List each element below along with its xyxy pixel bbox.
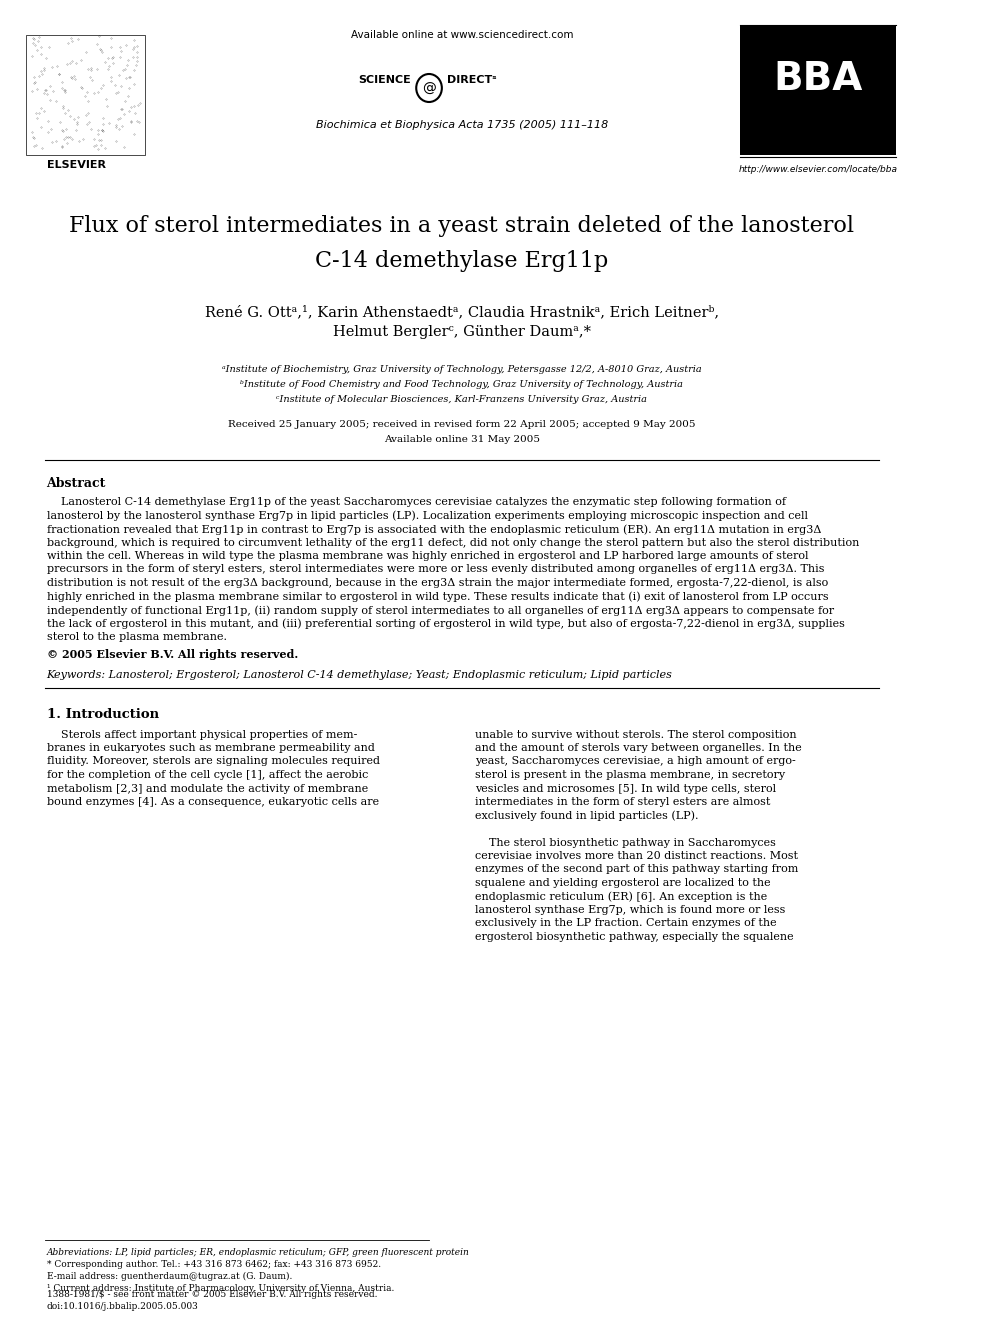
Text: Abstract: Abstract <box>47 478 106 490</box>
Text: Received 25 January 2005; received in revised form 22 April 2005; accepted 9 May: Received 25 January 2005; received in re… <box>228 419 695 429</box>
Text: Available online at www.sciencedirect.com: Available online at www.sciencedirect.co… <box>351 30 573 40</box>
Text: intermediates in the form of steryl esters are almost: intermediates in the form of steryl este… <box>475 796 770 807</box>
Text: @: @ <box>423 82 435 97</box>
Text: http://www.elsevier.com/locate/bba: http://www.elsevier.com/locate/bba <box>738 165 898 175</box>
Text: the lack of ergosterol in this mutant, and (iii) preferential sorting of ergoste: the lack of ergosterol in this mutant, a… <box>47 618 844 628</box>
Bar <box>27 34 146 155</box>
Text: independently of functional Erg11p, (ii) random supply of sterol intermediates t: independently of functional Erg11p, (ii)… <box>47 605 833 615</box>
Text: Sterols affect important physical properties of mem-: Sterols affect important physical proper… <box>47 729 357 740</box>
Text: Available online 31 May 2005: Available online 31 May 2005 <box>384 435 540 445</box>
Text: E-mail address: guentherdaum@tugraz.at (G. Daum).: E-mail address: guentherdaum@tugraz.at (… <box>47 1271 292 1281</box>
Text: unable to survive without sterols. The sterol composition: unable to survive without sterols. The s… <box>475 729 797 740</box>
Text: * Corresponding author. Tel.: +43 316 873 6462; fax: +43 316 873 6952.: * Corresponding author. Tel.: +43 316 87… <box>47 1259 381 1269</box>
Text: lanosterol synthase Erg7p, which is found more or less: lanosterol synthase Erg7p, which is foun… <box>475 905 786 916</box>
Text: fluidity. Moreover, sterols are signaling molecules required: fluidity. Moreover, sterols are signalin… <box>47 757 380 766</box>
Text: metabolism [2,3] and modulate the activity of membrane: metabolism [2,3] and modulate the activi… <box>47 783 368 794</box>
Text: enzymes of the second part of this pathway starting from: enzymes of the second part of this pathw… <box>475 864 799 875</box>
Text: precursors in the form of steryl esters, sterol intermediates were more or less : precursors in the form of steryl esters,… <box>47 565 824 574</box>
Text: branes in eukaryotes such as membrane permeability and: branes in eukaryotes such as membrane pe… <box>47 744 374 753</box>
Text: ELSEVIER: ELSEVIER <box>48 160 106 169</box>
Text: for the completion of the cell cycle [1], affect the aerobic: for the completion of the cell cycle [1]… <box>47 770 368 781</box>
Text: within the cell. Whereas in wild type the plasma membrane was highly enriched in: within the cell. Whereas in wild type th… <box>47 550 808 561</box>
Text: exclusively in the LP fraction. Certain enzymes of the: exclusively in the LP fraction. Certain … <box>475 918 777 929</box>
Text: René G. Ottᵃ,¹, Karin Athenstaedtᵃ, Claudia Hrastnikᵃ, Erich Leitnerᵇ,: René G. Ottᵃ,¹, Karin Athenstaedtᵃ, Clau… <box>205 306 719 319</box>
Text: DIRECTˢ: DIRECTˢ <box>447 75 497 85</box>
Text: Keywords: Lanosterol; Ergosterol; Lanosterol C-14 demethylase; Yeast; Endoplasmi: Keywords: Lanosterol; Ergosterol; Lanost… <box>47 669 673 680</box>
Text: yeast, Saccharomyces cerevisiae, a high amount of ergo-: yeast, Saccharomyces cerevisiae, a high … <box>475 757 796 766</box>
Text: ᵇInstitute of Food Chemistry and Food Technology, Graz University of Technology,: ᵇInstitute of Food Chemistry and Food Te… <box>240 380 683 389</box>
Text: ᶜInstitute of Molecular Biosciences, Karl-Franzens University Graz, Austria: ᶜInstitute of Molecular Biosciences, Kar… <box>277 396 648 404</box>
Text: ¹ Current address: Institute of Pharmacology, University of Vienna, Austria.: ¹ Current address: Institute of Pharmaco… <box>47 1285 394 1293</box>
Text: bound enzymes [4]. As a consequence, eukaryotic cells are: bound enzymes [4]. As a consequence, euk… <box>47 796 379 807</box>
Text: Abbreviations: LP, lipid particles; ER, endoplasmic reticulum; GFP, green fluore: Abbreviations: LP, lipid particles; ER, … <box>47 1248 469 1257</box>
Text: background, which is required to circumvent lethality of the erg11 defect, did n: background, which is required to circumv… <box>47 537 859 548</box>
Text: The sterol biosynthetic pathway in Saccharomyces: The sterol biosynthetic pathway in Sacch… <box>475 837 776 848</box>
Text: C-14 demethylase Erg11p: C-14 demethylase Erg11p <box>315 250 609 273</box>
Text: ᵃInstitute of Biochemistry, Graz University of Technology, Petersgasse 12/2, A-8: ᵃInstitute of Biochemistry, Graz Univers… <box>222 365 702 374</box>
Text: fractionation revealed that Erg11p in contrast to Erg7p is associated with the e: fractionation revealed that Erg11p in co… <box>47 524 821 534</box>
Text: ergosterol biosynthetic pathway, especially the squalene: ergosterol biosynthetic pathway, especia… <box>475 931 794 942</box>
Text: and the amount of sterols vary between organelles. In the: and the amount of sterols vary between o… <box>475 744 802 753</box>
Text: Helmut Berglerᶜ, Günther Daumᵃ,*: Helmut Berglerᶜ, Günther Daumᵃ,* <box>333 325 591 339</box>
Text: vesicles and microsomes [5]. In wild type cells, sterol: vesicles and microsomes [5]. In wild typ… <box>475 783 776 794</box>
Text: cerevisiae involves more than 20 distinct reactions. Most: cerevisiae involves more than 20 distinc… <box>475 851 798 861</box>
Text: BIOCHIMICA ET BIOPHYSICA ACTA: BIOCHIMICA ET BIOPHYSICA ACTA <box>773 30 864 34</box>
Text: BBA: BBA <box>774 60 863 98</box>
Bar <box>740 25 896 155</box>
Text: sterol is present in the plasma membrane, in secretory: sterol is present in the plasma membrane… <box>475 770 785 781</box>
Text: Biochimica et Biophysica Acta 1735 (2005) 111–118: Biochimica et Biophysica Acta 1735 (2005… <box>315 120 608 130</box>
Text: Flux of sterol intermediates in a yeast strain deleted of the lanosterol: Flux of sterol intermediates in a yeast … <box>69 216 854 237</box>
Text: distribution is not result of the erg3Δ background, because in the erg3Δ strain : distribution is not result of the erg3Δ … <box>47 578 827 587</box>
Text: doi:10.1016/j.bbalip.2005.05.003: doi:10.1016/j.bbalip.2005.05.003 <box>47 1302 198 1311</box>
Text: highly enriched in the plasma membrane similar to ergosterol in wild type. These: highly enriched in the plasma membrane s… <box>47 591 828 602</box>
Text: sterol to the plasma membrane.: sterol to the plasma membrane. <box>47 632 226 642</box>
Text: lanosterol by the lanosterol synthase Erg7p in lipid particles (LP). Localizatio: lanosterol by the lanosterol synthase Er… <box>47 511 807 521</box>
Text: SCIENCE: SCIENCE <box>358 75 411 85</box>
Text: squalene and yielding ergosterol are localized to the: squalene and yielding ergosterol are loc… <box>475 878 771 888</box>
Text: 1388-1981/$ - see front matter © 2005 Elsevier B.V. All rights reserved.: 1388-1981/$ - see front matter © 2005 El… <box>47 1290 377 1299</box>
Text: 1. Introduction: 1. Introduction <box>47 708 159 721</box>
Text: endoplasmic reticulum (ER) [6]. An exception is the: endoplasmic reticulum (ER) [6]. An excep… <box>475 892 767 902</box>
Text: exclusively found in lipid particles (LP).: exclusively found in lipid particles (LP… <box>475 811 698 822</box>
Text: © 2005 Elsevier B.V. All rights reserved.: © 2005 Elsevier B.V. All rights reserved… <box>47 650 298 660</box>
Text: Lanosterol C-14 demethylase Erg11p of the yeast Saccharomyces cerevisiae catalyz: Lanosterol C-14 demethylase Erg11p of th… <box>47 497 786 507</box>
